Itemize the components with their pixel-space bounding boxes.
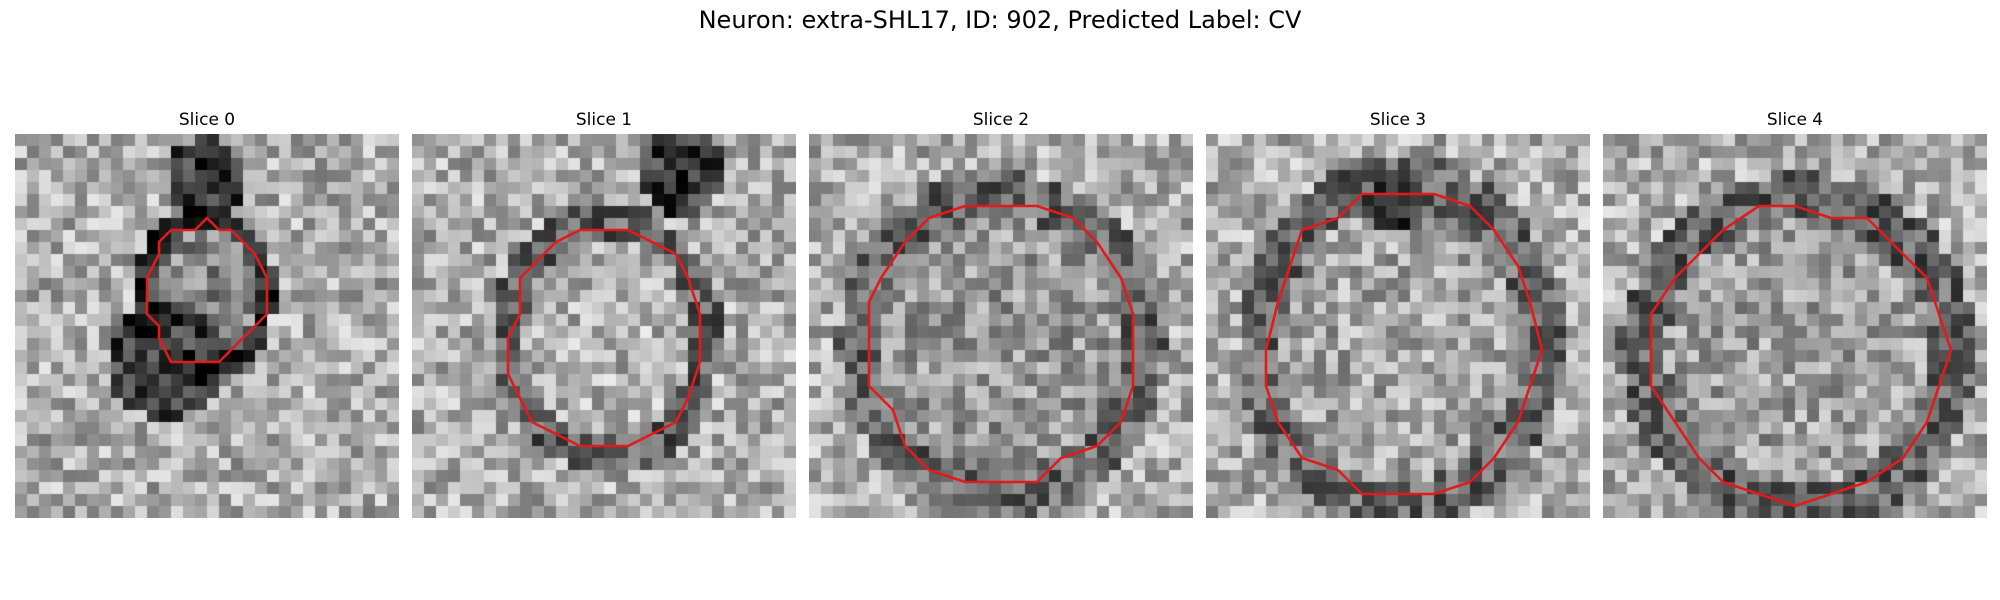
slice-image-1 (412, 134, 796, 518)
slice-image-3 (1206, 134, 1590, 518)
slice-title-0: Slice 0 (178, 110, 236, 130)
slice-title-3: Slice 3 (1369, 110, 1427, 130)
contour-line-3 (1264, 192, 1544, 496)
contour-line-4 (1649, 204, 1953, 508)
slice-image-2 (809, 134, 1193, 518)
contour-overlay-1 (506, 228, 702, 448)
slice-image-4 (1603, 134, 1987, 518)
slice-title-4: Slice 4 (1766, 110, 1824, 130)
slice-panel-4: Slice 4 (1603, 110, 1987, 518)
slice-panel-1: Slice 1 (412, 110, 796, 518)
slice-title-2: Slice 2 (972, 110, 1030, 130)
contour-line-2 (867, 204, 1135, 484)
contour-overlay-3 (1264, 192, 1544, 496)
slice-title-1: Slice 1 (575, 110, 633, 130)
contour-overlay-2 (867, 204, 1135, 484)
slice-panel-2: Slice 2 (809, 110, 1193, 518)
slice-panel-0: Slice 0 (15, 110, 399, 518)
slice-image-0 (15, 134, 399, 518)
contour-line-0 (145, 216, 269, 364)
slice-panel-3: Slice 3 (1206, 110, 1590, 518)
contour-overlay-0 (145, 216, 269, 364)
contour-line-1 (506, 228, 702, 448)
figure-title: Neuron: extra-SHL17, ID: 902, Predicted … (698, 6, 1302, 34)
contour-overlay-4 (1649, 204, 1953, 508)
